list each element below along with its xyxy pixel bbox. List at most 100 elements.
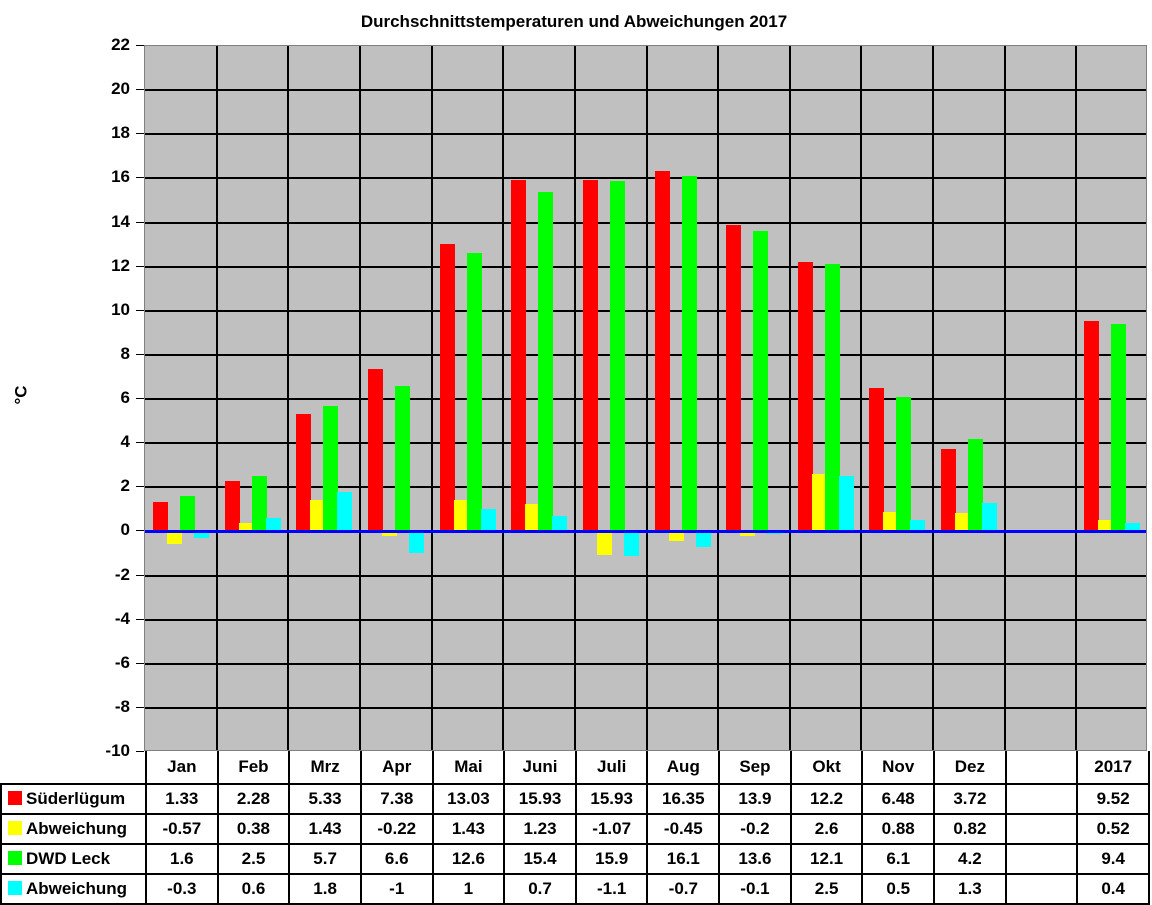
category-label: Mrz	[288, 751, 362, 784]
legend-entry: DWD Leck	[0, 843, 147, 875]
bar-series-1	[310, 499, 326, 532]
y-tick-mark	[136, 706, 144, 708]
bar-series-2	[753, 231, 769, 532]
gridline-v	[860, 46, 863, 750]
category-label: Dez	[933, 751, 1007, 784]
legend-label: Süderlügum	[26, 789, 126, 808]
legend-swatch-icon	[8, 881, 22, 895]
category-label: Okt	[789, 751, 864, 784]
bar-series-2	[180, 496, 195, 532]
table-cell: 5.33	[288, 783, 362, 815]
y-tick-mark	[136, 530, 144, 532]
zero-line	[145, 530, 1146, 534]
y-tick-label: 2	[120, 476, 130, 496]
chart-title: Durchschnittstemperaturen und Abweichung…	[0, 12, 1152, 32]
bar-series-1	[238, 522, 254, 532]
bar-series-2	[466, 253, 482, 532]
gridline-v	[287, 46, 290, 750]
table-cell: 13.9	[718, 783, 792, 815]
bar-series-0	[153, 502, 168, 532]
legend-label: Abweichung	[26, 819, 128, 838]
table-cell	[1004, 843, 1079, 875]
y-axis-label: °C	[11, 385, 31, 405]
table-cell: 1.23	[503, 813, 577, 845]
bar-series-3	[1125, 522, 1141, 532]
y-tick-mark	[136, 442, 144, 444]
bar-series-3	[194, 531, 209, 538]
table-cell: 12.1	[789, 843, 864, 875]
bar-series-1	[381, 531, 397, 537]
table-cell: 0.82	[933, 813, 1007, 845]
bar-series-0	[1084, 321, 1100, 532]
y-tick-label: 10	[111, 299, 130, 319]
gridline-v	[215, 46, 218, 750]
table-row: Abweichung -0.57 0.38 1.43 -0.22 1.43 1.23 -1.0…	[0, 813, 1150, 845]
y-tick-label: 14	[111, 211, 130, 231]
y-tick-label: 12	[111, 255, 130, 275]
data-table: Jan Feb Mrz Apr Mai Juni Juli Aug Sep Okt Nov Dez 20…	[0, 751, 1150, 905]
category-label: Nov	[861, 751, 936, 784]
table-cell: 1.33	[145, 783, 219, 815]
bar-series-0	[224, 481, 240, 532]
table-cell: 16.35	[646, 783, 721, 815]
y-tick-label: 16	[111, 167, 130, 187]
table-cell	[1004, 783, 1079, 815]
bar-series-1	[525, 504, 541, 532]
table-cell: 9.4	[1076, 843, 1150, 875]
bar-series-1	[883, 511, 899, 532]
table-cell: 1.43	[431, 813, 506, 845]
table-cell: -0.22	[359, 813, 434, 845]
table-cell: 6.6	[359, 843, 434, 875]
table-cell: 15.9	[574, 843, 649, 875]
legend-swatch-icon	[8, 821, 22, 835]
y-tick-label: 8	[120, 343, 130, 363]
y-tick-mark	[136, 309, 144, 311]
y-tick-mark	[136, 486, 144, 488]
table-cell: 15.93	[503, 783, 577, 815]
category-label	[1004, 751, 1079, 784]
y-tick-label: 18	[111, 123, 130, 143]
y-tick-label: -6	[114, 652, 130, 672]
bar-series-0	[367, 368, 383, 532]
bar-series-1	[596, 531, 612, 555]
bar-series-3	[838, 476, 854, 532]
bar-series-2	[609, 180, 625, 532]
table-row: Abweichung -0.3 0.6 1.8 -1 1 0.7 -1.1 -0.7 -0.1 2.…	[0, 873, 1150, 905]
y-tick-mark	[136, 265, 144, 267]
y-tick-mark	[136, 221, 144, 223]
bar-series-0	[511, 179, 527, 532]
table-cell: 7.38	[359, 783, 434, 815]
bar-series-1	[811, 474, 827, 532]
y-tick-label: -4	[114, 608, 130, 628]
gridline-v	[502, 46, 505, 750]
gridline-v	[932, 46, 935, 750]
table-cell: 15.93	[574, 783, 649, 815]
bar-series-2	[681, 176, 697, 532]
bar-series-0	[296, 413, 312, 532]
bar-series-3	[337, 491, 353, 532]
bar-series-2	[538, 191, 554, 532]
table-cell: 0.38	[216, 813, 291, 845]
table-cell: 5.7	[288, 843, 362, 875]
table-cell: -0.57	[145, 813, 219, 845]
table-cell: 9.52	[1076, 783, 1150, 815]
bar-series-3	[552, 515, 568, 532]
y-tick-mark	[136, 177, 144, 179]
table-cell: 0.52	[1076, 813, 1150, 845]
y-tick-mark	[136, 574, 144, 576]
legend-label: Abweichung	[26, 879, 128, 898]
data-table-grid: Jan Feb Mrz Apr Mai Juni Juli Aug Sep Okt Nov Dez 20…	[0, 751, 1150, 905]
category-label: Juni	[503, 751, 577, 784]
bar-series-2	[1111, 323, 1127, 532]
category-label: Jan	[145, 751, 219, 784]
table-cell: 4.2	[933, 843, 1007, 875]
legend-entry: Abweichung	[0, 813, 147, 845]
bar-series-3	[910, 520, 926, 532]
y-tick-mark	[136, 89, 144, 91]
y-tick-label: -10	[105, 741, 130, 760]
bar-series-1	[740, 531, 756, 536]
table-cell: 1.6	[145, 843, 219, 875]
category-label: 2017	[1076, 751, 1150, 784]
table-cell: 16.1	[646, 843, 721, 875]
category-label: Juli	[574, 751, 649, 784]
